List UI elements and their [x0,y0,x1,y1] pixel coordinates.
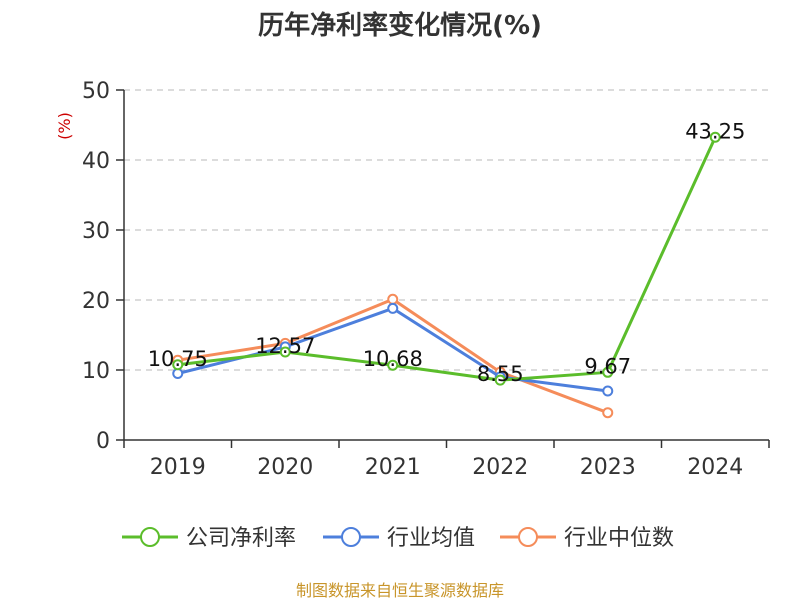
y-tick-label-20: 20 [82,289,110,314]
legend: 公司净利率 行业均值 行业中位数 [122,526,674,551]
x-tick-labels: 2019 2020 2021 2022 2023 2024 [150,455,744,480]
data-label-2022: 8.55 [477,362,524,386]
legend-label-1: 行业均值 [387,526,475,551]
grid-lines [124,89,769,371]
series-group [172,131,721,419]
series-line-0 [177,136,717,382]
y-tick-label-40: 40 [82,149,110,174]
y-tick-label-0: 0 [96,429,110,454]
data-point-0-2020 [279,346,291,358]
data-label-2019: 10.75 [148,347,208,371]
legend-label-2: 行业中位数 [564,526,674,551]
data-point-0-2019 [172,359,184,371]
x-tick-label-2020: 2020 [257,455,313,480]
data-label-2020: 12.57 [255,334,315,358]
data-point-2-2023 [602,407,614,419]
axes [116,89,770,448]
chart-title: 历年净利率变化情况(%) [258,10,542,41]
data-label-2021: 10.68 [363,347,423,371]
y-tick-label-10: 10 [82,359,110,384]
x-tick-label-2023: 2023 [580,455,636,480]
source-note: 制图数据来自恒生聚源数据库 [296,581,504,600]
y-tick-label-50: 50 [82,79,110,104]
x-tick-label-2022: 2022 [472,455,528,480]
data-point-0-2024 [709,131,721,143]
x-tick-label-2024: 2024 [687,455,743,480]
x-tick-label-2019: 2019 [150,455,206,480]
data-point-1-2023 [602,385,614,397]
data-label-2023: 9.67 [584,354,631,378]
legend-marker-2 [518,527,538,547]
legend-marker-0 [140,527,160,547]
y-tick-labels: 0 10 20 30 40 50 [82,79,110,454]
legend-marker-1 [341,527,361,547]
y-tick-label-30: 30 [82,219,110,244]
data-point-0-2023 [602,366,614,378]
data-point-1-2021 [387,302,399,314]
data-point-2-2021 [387,293,399,305]
y-axis-unit: (%) [55,112,74,140]
x-tick-label-2021: 2021 [365,455,421,480]
data-point-0-2021 [387,359,399,371]
data-point-0-2022 [494,374,506,386]
legend-label-0: 公司净利率 [186,526,296,551]
data-labels: 10.75 12.57 10.68 8.55 9.67 43.25 [148,119,746,386]
data-label-2024: 43.25 [685,119,745,143]
